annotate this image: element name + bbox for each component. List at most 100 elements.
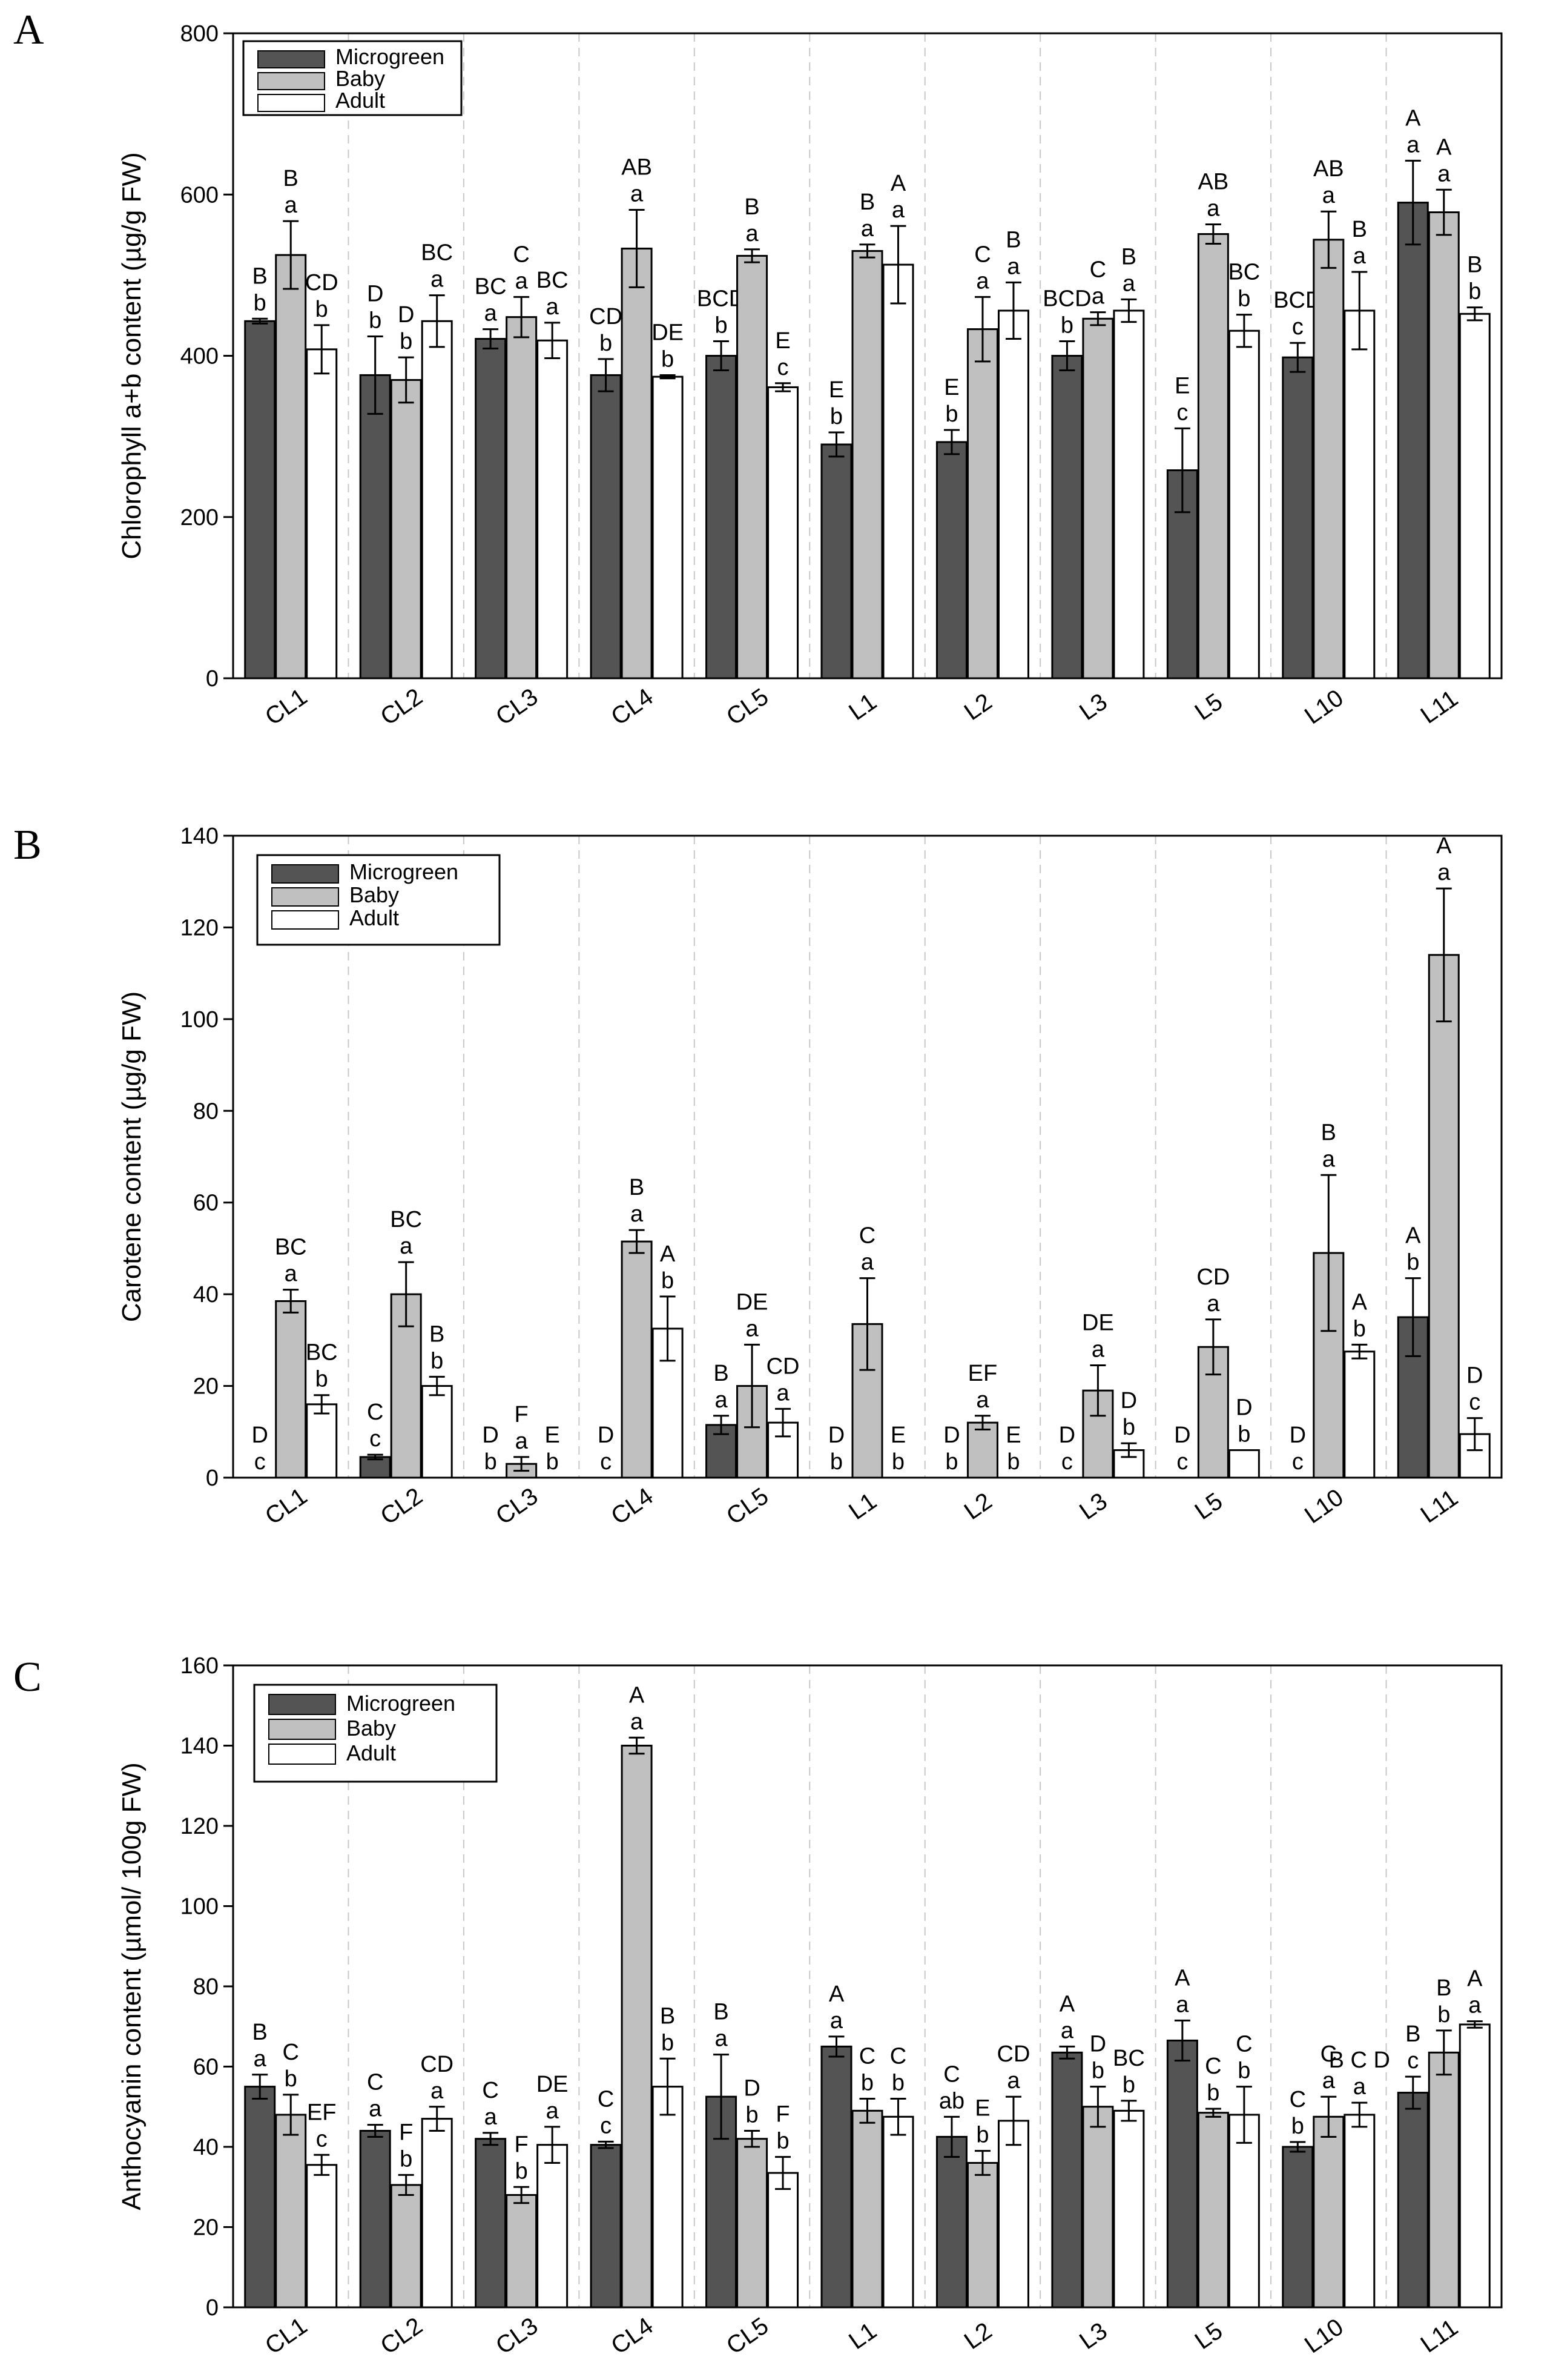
significance-lowercase: a <box>1322 2068 1336 2094</box>
significance-lowercase: a <box>1322 183 1336 208</box>
bar-baby <box>621 1240 653 1479</box>
significance-lowercase: b <box>976 2123 989 2148</box>
significance-lowercase: a <box>776 1380 790 1406</box>
significance-uppercase: B C D <box>1329 2048 1390 2073</box>
y-axis-label: Chlorophyll a+b content (µg/g FW) <box>117 152 147 559</box>
significance-lowercase: b <box>1238 286 1250 312</box>
category-label: L10 <box>1300 684 1348 729</box>
significance-uppercase: B <box>1352 217 1367 242</box>
significance-uppercase: BCD <box>1043 286 1091 312</box>
significance-uppercase: B <box>713 1361 728 1386</box>
significance-lowercase: b <box>776 2129 789 2154</box>
bar-microgreen <box>475 338 507 679</box>
significance-lowercase: a <box>745 1316 759 1341</box>
significance-lowercase: a <box>1092 1337 1105 1363</box>
significance-uppercase: A <box>1175 1965 1190 1991</box>
category-label: L3 <box>1075 1488 1112 1526</box>
bar-microgreen <box>244 2086 276 2309</box>
significance-uppercase: D <box>367 282 383 307</box>
significance-lowercase: b <box>515 2158 528 2184</box>
significance-uppercase: BC <box>1113 2046 1145 2071</box>
significance-lowercase: a <box>1207 1291 1220 1317</box>
bar-microgreen <box>935 2135 968 2309</box>
significance-uppercase: CD <box>420 2052 453 2077</box>
bar-baby <box>275 254 307 679</box>
y-tick-label: 40 <box>193 2135 219 2160</box>
category-label: L3 <box>1075 2318 1112 2355</box>
significance-uppercase: B <box>629 1175 644 1200</box>
significance-lowercase: b <box>830 1449 843 1475</box>
significance-uppercase: AB <box>1198 170 1229 195</box>
significance-uppercase: CD <box>997 2041 1030 2067</box>
significance-lowercase: a <box>1092 284 1105 309</box>
significance-lowercase: b <box>254 290 266 316</box>
category-label: CL3 <box>491 683 542 730</box>
panel-label: B <box>13 822 42 868</box>
significance-lowercase: a <box>1207 196 1220 222</box>
significance-lowercase: a <box>1061 2018 1074 2043</box>
y-tick-label: 100 <box>180 1894 219 1920</box>
bar-adult <box>651 2086 684 2309</box>
bar-microgreen <box>359 374 391 679</box>
bar-adult <box>651 375 684 679</box>
significance-uppercase: C <box>598 2086 614 2112</box>
y-tick-label: 0 <box>206 1466 219 1491</box>
significance-lowercase: a <box>1007 254 1020 279</box>
bar-adult <box>421 2118 453 2309</box>
significance-lowercase: c <box>777 355 789 380</box>
significance-uppercase: A <box>1436 134 1452 160</box>
significance-lowercase: a <box>1437 161 1451 187</box>
significance-lowercase: a <box>861 216 874 242</box>
category-label: CL2 <box>376 2312 427 2359</box>
significance-lowercase: b <box>546 1449 559 1475</box>
significance-uppercase: C <box>367 2070 383 2095</box>
significance-lowercase: c <box>1176 1449 1188 1475</box>
bar-adult <box>1228 329 1260 679</box>
significance-uppercase: DE <box>651 320 684 345</box>
significance-uppercase: A <box>660 1241 676 1267</box>
significance-lowercase: b <box>369 308 381 334</box>
bar-baby <box>1313 239 1345 679</box>
significance-lowercase: a <box>285 193 298 218</box>
significance-uppercase: E <box>1006 1423 1021 1448</box>
bar-baby <box>275 2114 307 2309</box>
significance-uppercase: B <box>660 2003 675 2029</box>
significance-uppercase: C <box>859 1223 875 1249</box>
category-label: CL1 <box>260 1483 312 1530</box>
significance-lowercase: a <box>254 2046 267 2072</box>
y-tick-label: 600 <box>180 182 219 208</box>
significance-uppercase: BC <box>1228 260 1260 285</box>
category-label: L11 <box>1416 685 1463 729</box>
significance-lowercase: a <box>976 1387 989 1413</box>
significance-uppercase: B <box>860 190 875 215</box>
significance-lowercase: b <box>1207 2080 1219 2106</box>
significance-uppercase: D <box>598 1423 614 1448</box>
bar-adult <box>536 339 569 679</box>
significance-lowercase: b <box>484 1449 497 1475</box>
significance-uppercase: BC <box>421 240 453 266</box>
significance-uppercase: D <box>252 1423 268 1448</box>
panel-b: B 0 20 40 60 80 100 120 140 Carotene content (µg/… <box>13 822 1503 1530</box>
significance-lowercase: a <box>515 1429 529 1454</box>
significance-uppercase: EF <box>307 2100 337 2125</box>
bar-baby <box>851 250 883 679</box>
category-label: L10 <box>1300 1484 1348 1529</box>
bar-baby <box>1082 1389 1114 1479</box>
significance-uppercase: B <box>713 2000 728 2025</box>
bar-adult <box>1344 1350 1376 1479</box>
significance-lowercase: b <box>400 2146 412 2172</box>
significance-uppercase: C <box>283 2040 299 2065</box>
y-tick-label: 60 <box>193 2055 219 2080</box>
significance-lowercase: a <box>630 1202 644 1227</box>
category-label: CL2 <box>376 683 427 730</box>
bar-adult <box>1459 2023 1491 2309</box>
bar-adult <box>306 2164 338 2309</box>
significance-lowercase: b <box>1238 1422 1250 1447</box>
significance-uppercase: D <box>744 2076 760 2101</box>
significance-lowercase: b <box>892 2071 905 2096</box>
bar-adult <box>1113 2109 1145 2309</box>
bar-microgreen <box>1397 202 1429 679</box>
significance-lowercase: c <box>1292 314 1304 340</box>
legend-entry: Adult <box>335 88 385 113</box>
